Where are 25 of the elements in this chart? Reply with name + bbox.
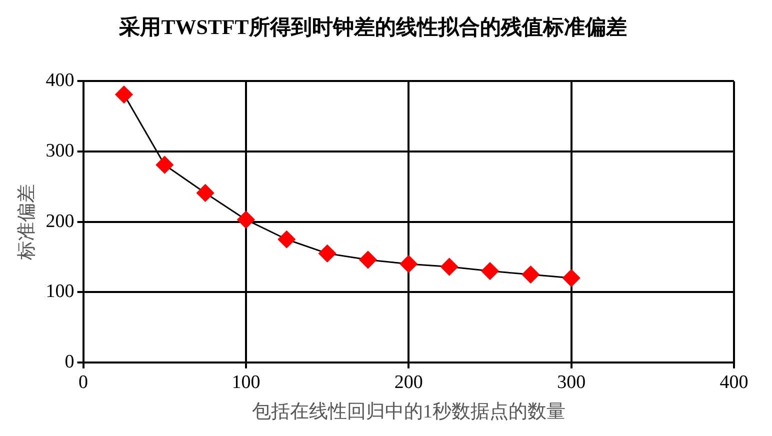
x-tick-label: 100 <box>232 372 260 393</box>
y-tick-label: 100 <box>46 281 74 302</box>
y-tick-label: 0 <box>64 351 74 372</box>
y-tick-label: 200 <box>46 210 74 232</box>
x-tick-label: 200 <box>394 372 423 393</box>
point <box>359 251 377 269</box>
point <box>237 210 255 228</box>
point <box>400 255 418 273</box>
point <box>440 258 458 276</box>
x-axis-title: 包括在线性回归中的1秒数据点的数量 <box>252 402 566 423</box>
point <box>318 244 336 262</box>
x-tick-label: 400 <box>720 372 748 393</box>
point <box>522 266 540 284</box>
point <box>562 269 580 287</box>
x-tick-label: 300 <box>557 372 586 393</box>
point <box>156 156 174 174</box>
point <box>115 86 133 104</box>
x-tick-label: 0 <box>78 372 88 393</box>
y-axis-title: 标准偏差 <box>16 184 38 261</box>
y-tick-label: 300 <box>46 140 74 162</box>
point <box>278 230 296 248</box>
point <box>196 184 214 202</box>
chart-title: 采用TWSTFT所得到时钟差的线性拟合的残值标准偏差 <box>118 15 627 40</box>
point <box>481 262 499 280</box>
y-tick-label: 400 <box>46 70 74 92</box>
